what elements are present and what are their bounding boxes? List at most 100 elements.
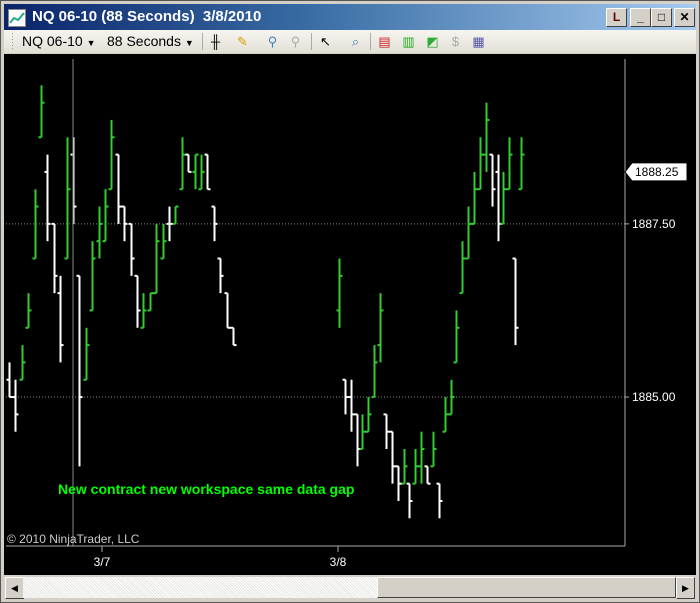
chart-annotation[interactable]: New contract new workspace same data gap [58, 481, 354, 497]
ohlc-bar [192, 153, 199, 190]
ohlc-bar [198, 154, 205, 191]
instrument-label: NQ 06-10 [22, 33, 83, 49]
ohlc-bar [179, 137, 186, 191]
ohlc-bar [448, 379, 455, 416]
ohlc-bar [38, 85, 45, 139]
ohlc-bar [185, 153, 192, 173]
window-title: NQ 06-10 (88 Seconds) 3/8/2010 [32, 8, 262, 25]
ohlc-bar [406, 482, 413, 519]
ohlc-bar [506, 137, 513, 191]
ohlc-bar [57, 275, 64, 363]
ohlc-bar [102, 189, 109, 243]
zoom-out-icon[interactable]: ⚲ [290, 34, 301, 49]
ohlc-bar [204, 153, 211, 191]
y-tick-label: 1887.50 [632, 217, 676, 231]
ohlc-bar [465, 206, 472, 260]
chart-panel[interactable]: 1887.50 1885.00 3/7 3/8 1888.25 New contra… [4, 54, 696, 575]
ohlc-bar [418, 431, 425, 484]
ohlc-bar [12, 379, 19, 432]
ohlc-bar [172, 205, 179, 225]
scroll-left-button[interactable]: ◀ [5, 577, 24, 599]
ohlc-bar [108, 119, 115, 191]
ohlc-bar [76, 274, 83, 467]
chevron-down-icon: ▼ [184, 38, 194, 48]
magnifier-icon[interactable]: ⌕ [351, 34, 360, 49]
ohlc-bar [147, 292, 154, 312]
ohlc-bar [471, 171, 478, 225]
strategies-icon[interactable]: ▤ [378, 34, 391, 49]
scroll-thumb[interactable] [377, 577, 676, 598]
toolbar-grip[interactable] [12, 33, 13, 50]
ohlc-bar [83, 327, 90, 381]
ohlc-bar [96, 206, 103, 259]
ohlc-bar [430, 431, 437, 468]
ohlc-bar [336, 258, 343, 328]
y-tick-label: 1885.00 [632, 390, 676, 404]
chevron-down-icon: ▼ [86, 38, 96, 48]
copyright-text: © 2010 NinjaTrader, LLC [7, 532, 140, 546]
ohlc-bar [140, 293, 147, 329]
ohlc-bar [371, 345, 378, 399]
ohlc-bar [500, 171, 507, 225]
ohlc-bar [459, 241, 466, 295]
toolbar-divider [202, 33, 203, 50]
ohlc-bar [483, 102, 490, 172]
instrument-selector[interactable]: NQ 06-10 ▼ [22, 33, 96, 49]
ohlc-bar [383, 413, 390, 450]
ohlc-bar [153, 223, 160, 295]
price-chart[interactable]: 1887.50 1885.00 3/7 3/8 1888.25 New contra… [4, 54, 696, 575]
ohlc-bar [442, 397, 449, 433]
ohlc-bar [51, 222, 58, 294]
scroll-track[interactable] [23, 577, 377, 598]
current-price-label: 1888.25 [635, 165, 679, 179]
x-tick-label: 3/7 [94, 555, 111, 569]
ohlc-bar [166, 206, 173, 242]
ohlc-bar [395, 465, 402, 501]
ohlc-bar [453, 310, 460, 364]
ohlc-bar [224, 292, 231, 329]
scroll-right-button[interactable]: ▶ [676, 577, 695, 599]
maximize-button[interactable]: □ [651, 8, 672, 27]
ohlc-bar [512, 257, 519, 346]
bar-style-icon[interactable]: ╫ [210, 34, 221, 49]
close-button[interactable]: ✕ [674, 8, 695, 27]
toolbar-divider [370, 33, 371, 50]
pointer-icon[interactable]: ↖ [320, 34, 331, 49]
data-box-icon[interactable]: ▦ [472, 34, 485, 49]
horizontal-scrollbar[interactable]: ◀ ▶ [4, 576, 696, 599]
interval-selector[interactable]: 88 Seconds ▼ [107, 33, 194, 49]
link-button[interactable]: L [606, 8, 627, 27]
ohlc-bar [128, 222, 135, 276]
ohlc-bar [89, 241, 96, 312]
dollar-icon[interactable]: $ [451, 34, 460, 49]
ohlc-bar [424, 465, 431, 485]
ohlc-bar [354, 413, 361, 467]
minimize-button[interactable]: _ [630, 8, 651, 27]
ohlc-bar [32, 189, 39, 260]
ohlc-bar [134, 274, 141, 328]
ohlc-bar [436, 482, 443, 519]
ohlc-bar [115, 153, 122, 224]
ohlc-bar [121, 205, 128, 242]
pencil-draw-icon[interactable]: ✎ [237, 34, 248, 49]
x-tick-label: 3/8 [330, 555, 347, 569]
current-price-marker: 1888.25 [624, 162, 688, 182]
chart-app-icon [8, 9, 26, 27]
ohlc-bar [211, 205, 218, 242]
indicators-icon[interactable]: ▥ [402, 34, 415, 49]
ohlc-bar [342, 378, 349, 415]
ohlc-bar [6, 362, 13, 399]
interval-label: 88 Seconds [107, 33, 181, 49]
ohlc-bar [477, 137, 484, 191]
ohlc-bar [489, 153, 496, 207]
zoom-in-icon[interactable]: ⚲ [267, 34, 278, 49]
ohlc-bar [217, 257, 224, 294]
ohlc-bar [348, 379, 355, 432]
ohlc-bar [495, 154, 502, 242]
ohlc-bar [230, 326, 237, 347]
chart-properties-icon[interactable]: ◩ [426, 34, 439, 49]
ohlc-bar [359, 414, 366, 451]
title-bar[interactable]: NQ 06-10 (88 Seconds) 3/8/2010 L _ □ ✕ [4, 4, 696, 30]
ohlc-bar [64, 137, 71, 260]
